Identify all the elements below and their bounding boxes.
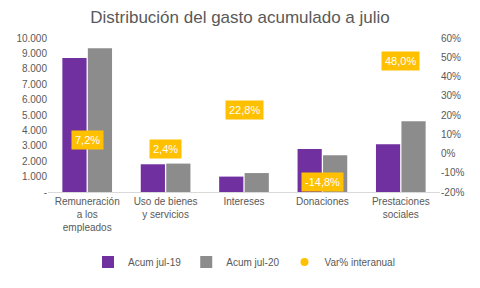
svg-text:Distribución del gasto acumula: Distribución del gasto acumulado a julio	[90, 8, 390, 27]
svg-text:8.000: 8.000	[22, 63, 47, 74]
svg-text:2.000: 2.000	[22, 156, 47, 167]
svg-text:48,0%: 48,0%	[385, 55, 416, 67]
svg-text:Intereses: Intereses	[223, 196, 264, 207]
svg-text:Uso de bienesy servicios: Uso de bienesy servicios	[134, 196, 198, 220]
svg-text:-10%: -10%	[441, 167, 464, 178]
svg-text:9.000: 9.000	[22, 48, 47, 59]
svg-text:Acum jul-19: Acum jul-19	[128, 257, 181, 268]
svg-text:10.000: 10.000	[16, 33, 47, 44]
svg-text:Donaciones: Donaciones	[296, 196, 349, 207]
svg-text:20%: 20%	[441, 110, 461, 121]
svg-text:30%: 30%	[441, 90, 461, 101]
svg-text:0%: 0%	[441, 148, 456, 159]
svg-text:5.000: 5.000	[22, 110, 47, 121]
svg-text:50%: 50%	[441, 52, 461, 63]
svg-text:4.000: 4.000	[22, 125, 47, 136]
svg-text:7.000: 7.000	[22, 79, 47, 90]
svg-text:22,8%: 22,8%	[229, 104, 260, 116]
svg-text:1.000: 1.000	[22, 171, 47, 182]
svg-text:60%: 60%	[441, 33, 461, 44]
svg-text:-: -	[44, 187, 47, 198]
svg-text:Prestacionessociales: Prestacionessociales	[372, 196, 430, 220]
svg-text:-20%: -20%	[441, 187, 464, 198]
svg-text:40%: 40%	[441, 71, 461, 82]
svg-text:-14,8%: -14,8%	[305, 176, 340, 188]
svg-text:Acum jul-20: Acum jul-20	[226, 257, 279, 268]
svg-text:2,4%: 2,4%	[153, 143, 178, 155]
svg-text:Var% interanual: Var% interanual	[324, 257, 394, 268]
svg-text:3.000: 3.000	[22, 140, 47, 151]
svg-text:6.000: 6.000	[22, 94, 47, 105]
svg-text:Remuneracióna losempleados: Remuneracióna losempleados	[55, 196, 120, 233]
svg-text:10%: 10%	[441, 129, 461, 140]
svg-text:7,2%: 7,2%	[75, 134, 100, 146]
